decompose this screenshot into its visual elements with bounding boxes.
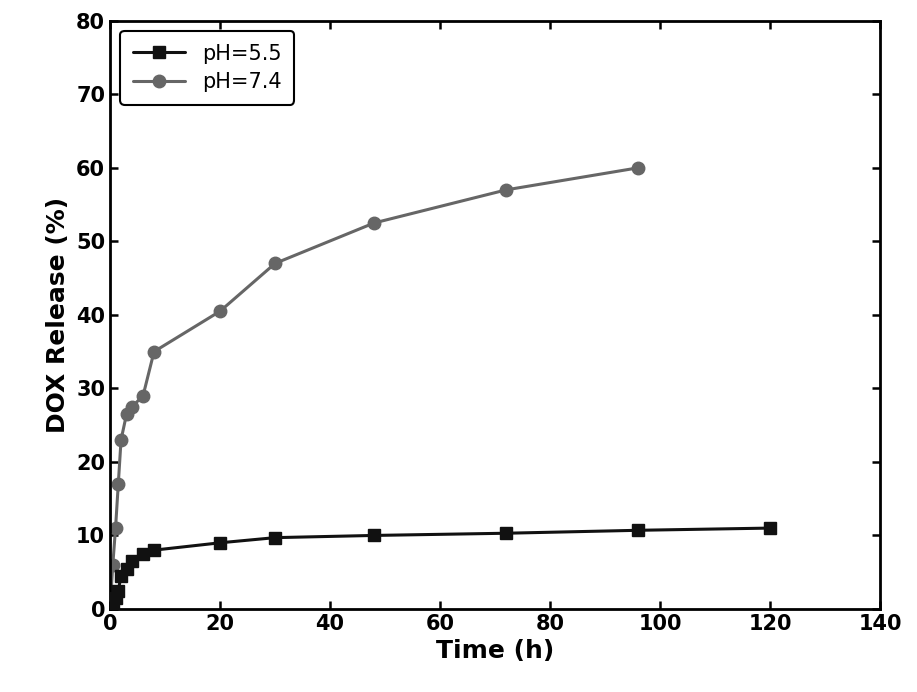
pH=7.4 xyxy=(110,524,121,532)
pH=5.5 xyxy=(116,572,127,580)
pH=7.4 xyxy=(215,307,226,316)
pH=7.4 xyxy=(107,561,118,569)
pH=5.5 xyxy=(121,565,132,573)
Line: pH=5.5: pH=5.5 xyxy=(105,522,776,614)
pH=5.5 xyxy=(127,557,138,565)
Y-axis label: DOX Release (%): DOX Release (%) xyxy=(47,197,71,433)
pH=5.5 xyxy=(765,524,776,532)
pH=5.5 xyxy=(215,538,226,547)
pH=5.5 xyxy=(501,529,512,538)
pH=5.5 xyxy=(113,586,124,594)
pH=5.5 xyxy=(138,549,149,558)
pH=5.5 xyxy=(633,526,644,534)
pH=7.4 xyxy=(270,260,281,268)
pH=7.4 xyxy=(633,163,644,172)
X-axis label: Time (h): Time (h) xyxy=(436,639,554,664)
pH=7.4 xyxy=(127,403,138,411)
Legend: pH=5.5, pH=7.4: pH=5.5, pH=7.4 xyxy=(120,31,293,104)
pH=5.5 xyxy=(149,546,160,554)
pH=5.5 xyxy=(270,534,281,542)
pH=5.5 xyxy=(369,531,380,540)
pH=7.4 xyxy=(105,605,116,613)
pH=7.4 xyxy=(138,392,149,400)
pH=7.4 xyxy=(113,480,124,488)
pH=5.5 xyxy=(110,594,121,602)
pH=7.4 xyxy=(121,410,132,418)
pH=7.4 xyxy=(116,436,127,444)
pH=5.5 xyxy=(107,601,118,610)
pH=7.4 xyxy=(501,185,512,194)
pH=7.4 xyxy=(149,347,160,356)
pH=5.5 xyxy=(105,605,116,613)
pH=7.4 xyxy=(369,219,380,227)
Line: pH=7.4: pH=7.4 xyxy=(104,161,645,615)
